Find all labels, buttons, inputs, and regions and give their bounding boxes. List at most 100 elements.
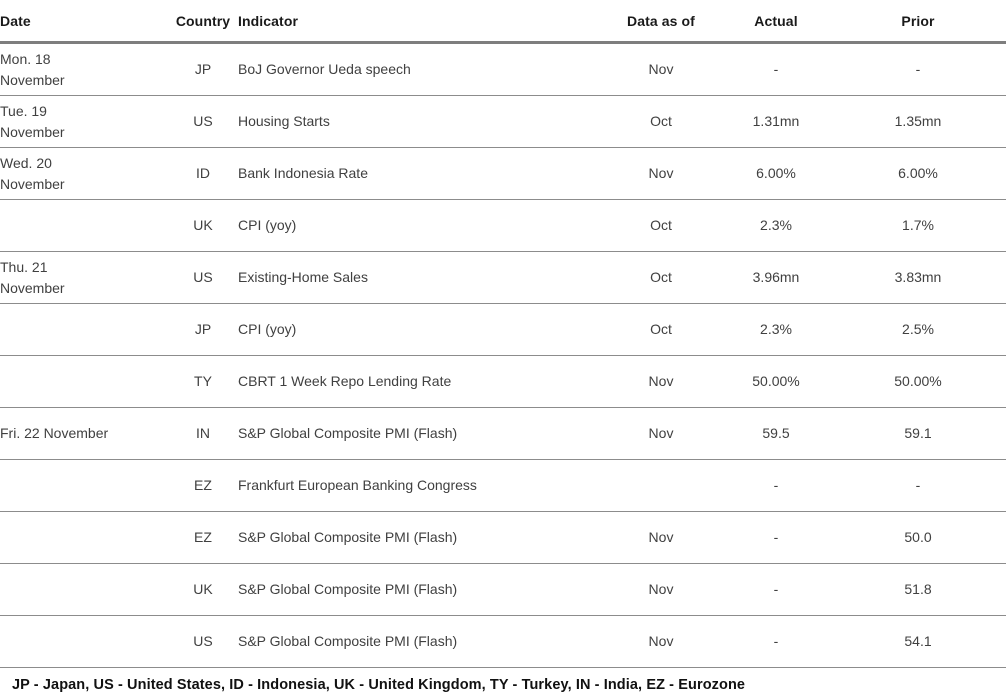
date-line: November	[0, 71, 65, 88]
table-row: UK S&P Global Composite PMI (Flash) Nov -51…	[0, 563, 1006, 616]
date-cell: Mon. 18 November	[0, 42, 168, 96]
economic-calendar-table: Date Country Indicator Data as of Actual…	[0, 0, 1006, 668]
indicator-cell: CPI (yoy)	[238, 303, 600, 356]
prior-cell: 6.00%	[830, 147, 1006, 200]
actual-cell: 1.31mn	[722, 95, 830, 148]
actual-cell: -	[722, 42, 830, 96]
indicator-cell: Existing-Home Sales	[238, 251, 600, 304]
data-as-of-cell: Nov	[600, 42, 722, 96]
data-as-of-cell: Nov	[600, 355, 722, 408]
date-cell	[0, 511, 168, 564]
date-line: Wed. 20	[0, 154, 52, 171]
actual-cell: 6.00%	[722, 147, 830, 200]
indicator-cell: Bank Indonesia Rate	[238, 147, 600, 200]
indicator-cell: S&P Global Composite PMI (Flash)	[238, 511, 600, 564]
date-cell: Thu. 21 November	[0, 251, 168, 304]
date-cell	[0, 615, 168, 668]
table-row: TY CBRT 1 Week Repo Lending Rate Nov 50.00%…	[0, 355, 1006, 408]
indicator-cell: Housing Starts	[238, 95, 600, 148]
actual-cell: -	[722, 615, 830, 668]
data-as-of-cell: Nov	[600, 563, 722, 616]
country-cell: US	[168, 615, 238, 668]
table-body: Mon. 18 November JP BoJ Governor Ueda speec…	[0, 42, 1006, 668]
column-header-prior: Prior	[830, 0, 1006, 44]
prior-cell: 1.7%	[830, 199, 1006, 252]
date-line: Mon. 18	[0, 50, 51, 67]
date-line: Fri. 22 November	[0, 425, 109, 441]
date-cell: Fri. 22 November	[0, 407, 168, 460]
country-cell: UK	[168, 563, 238, 616]
prior-cell: -	[830, 459, 1006, 512]
actual-cell: -	[722, 563, 830, 616]
column-header-date: Date	[0, 0, 168, 44]
column-header-country: Country	[168, 0, 238, 44]
prior-cell: -	[830, 42, 1006, 96]
prior-cell: 2.5%	[830, 303, 1006, 356]
indicator-cell: S&P Global Composite PMI (Flash)	[238, 615, 600, 668]
prior-cell: 51.8	[830, 563, 1006, 616]
country-code-legend: JP - Japan, US - United States, ID - Ind…	[12, 677, 746, 693]
indicator-cell: Frankfurt European Banking Congress	[238, 459, 600, 512]
prior-cell: 3.83mn	[830, 251, 1006, 304]
actual-cell: 59.5	[722, 407, 830, 460]
header-row: Date Country Indicator Data as of Actual…	[0, 0, 1006, 44]
country-cell: EZ	[168, 511, 238, 564]
indicator-cell: BoJ Governor Ueda speech	[238, 42, 600, 96]
country-cell: JP	[168, 42, 238, 96]
date-cell	[0, 563, 168, 616]
date-line: November	[0, 123, 65, 140]
prior-cell: 50.0	[830, 511, 1006, 564]
actual-cell: -	[722, 459, 830, 512]
indicator-cell: S&P Global Composite PMI (Flash)	[238, 563, 600, 616]
data-as-of-cell: Nov	[600, 407, 722, 460]
column-header-actual: Actual	[722, 0, 830, 44]
actual-cell: 3.96mn	[722, 251, 830, 304]
column-header-indicator: Indicator	[238, 0, 600, 44]
indicator-cell: CPI (yoy)	[238, 199, 600, 252]
actual-cell: -	[722, 511, 830, 564]
data-as-of-cell: Nov	[600, 511, 722, 564]
table-row: Mon. 18 November JP BoJ Governor Ueda speec…	[0, 42, 1006, 96]
date-cell: Wed. 20 November	[0, 147, 168, 200]
date-cell	[0, 303, 168, 356]
country-cell: US	[168, 95, 238, 148]
actual-cell: 50.00%	[722, 355, 830, 408]
date-line: Tue. 19	[0, 102, 47, 119]
date-line: November	[0, 175, 65, 192]
table-row: Thu. 21 November US Existing-Home Sales Oct 3…	[0, 251, 1006, 304]
country-cell: US	[168, 251, 238, 304]
data-as-of-cell: Nov	[600, 615, 722, 668]
actual-cell: 2.3%	[722, 303, 830, 356]
date-line: November	[0, 279, 65, 296]
date-cell	[0, 199, 168, 252]
table-row: JP CPI (yoy) Oct 2.3% 2.5%	[0, 303, 1006, 356]
country-cell: JP	[168, 303, 238, 356]
data-as-of-cell: Oct	[600, 303, 722, 356]
date-cell	[0, 355, 168, 408]
table-row: EZ Frankfurt European Banking Congress - -	[0, 459, 1006, 512]
date-line: Thu. 21	[0, 258, 48, 275]
table-row: Fri. 22 November IN S&P Global Composite P…	[0, 407, 1006, 460]
date-cell: Tue. 19 November	[0, 95, 168, 148]
country-cell: EZ	[168, 459, 238, 512]
prior-cell: 54.1	[830, 615, 1006, 668]
data-as-of-cell: Oct	[600, 251, 722, 304]
actual-cell: 2.3%	[722, 199, 830, 252]
table-row: Tue. 19 November US Housing Starts Oct 1.31mn…	[0, 95, 1006, 148]
country-cell: IN	[168, 407, 238, 460]
table-header: Date Country Indicator Data as of Actual…	[0, 0, 1006, 44]
country-cell: UK	[168, 199, 238, 252]
prior-cell: 59.1	[830, 407, 1006, 460]
prior-cell: 50.00%	[830, 355, 1006, 408]
data-as-of-cell: Oct	[600, 199, 722, 252]
prior-cell: 1.35mn	[830, 95, 1006, 148]
country-cell: TY	[168, 355, 238, 408]
data-as-of-cell: Nov	[600, 147, 722, 200]
country-cell: ID	[168, 147, 238, 200]
data-as-of-cell: Oct	[600, 95, 722, 148]
indicator-cell: CBRT 1 Week Repo Lending Rate	[238, 355, 600, 408]
data-as-of-cell	[600, 459, 722, 512]
date-cell	[0, 459, 168, 512]
table-row: Wed. 20 November ID Bank Indonesia Rate Nov 6…	[0, 147, 1006, 200]
